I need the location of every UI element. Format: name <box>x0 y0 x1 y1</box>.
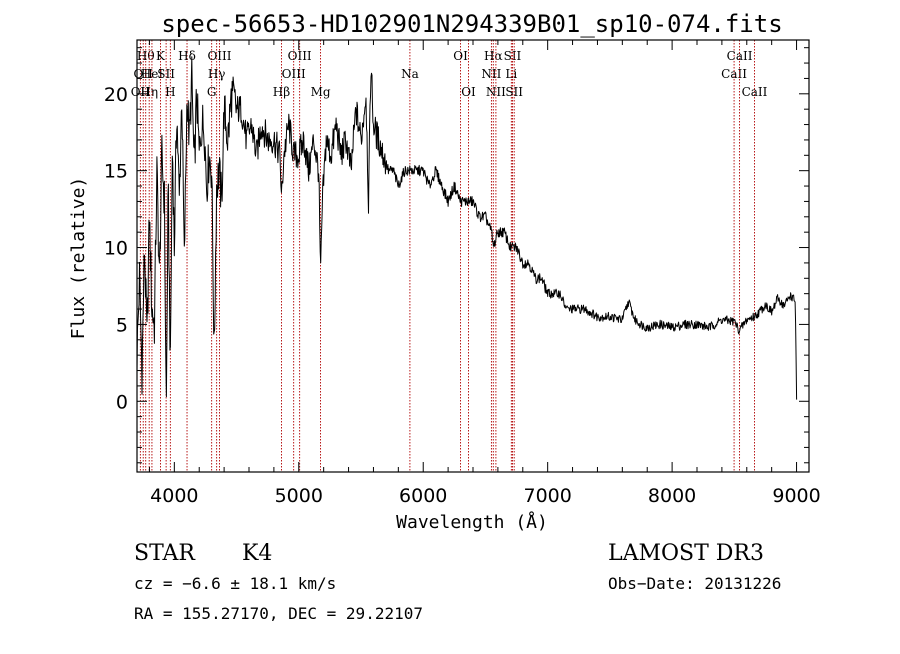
redshift-readout: cz = −6.6 ± 18.1 km/s <box>134 574 336 593</box>
y-tick-label-0: 0 <box>116 391 128 413</box>
line-label-10: Hγ <box>208 67 226 81</box>
x-axis-ticks: 4000 5000 6000 7000 8000 9000 <box>148 40 821 507</box>
line-label-24: SII <box>505 85 523 99</box>
line-label-9: G <box>207 85 217 99</box>
x-tick-label-4: 8000 <box>648 485 696 507</box>
line-label-14: OIII <box>288 49 312 63</box>
line-label-19: NII <box>481 67 501 81</box>
line-label-26: CaII <box>727 49 753 63</box>
y-tick-label-1: 5 <box>116 314 128 336</box>
y-axis-ticks: 0 5 10 15 20 <box>104 47 809 464</box>
line-label-17: OI <box>453 49 468 63</box>
x-tick-label-1: 5000 <box>275 485 323 507</box>
x-tick-label-3: 7000 <box>523 485 571 507</box>
line-label-2: Hθ <box>137 49 155 63</box>
line-label-12: Hβ <box>273 85 290 99</box>
spectral-line-markers: OIIOIIHθHηHeIKSIIHHδGHγOIIIHβOIIIOIIIMgN… <box>131 40 768 472</box>
survey-name: LAMOST DR3 <box>608 541 764 566</box>
x-tick-label-0: 4000 <box>150 485 198 507</box>
line-label-16: Na <box>401 67 419 81</box>
line-label-15: Mg <box>311 85 331 99</box>
object-class: STAR <box>134 541 196 566</box>
line-label-18: OI <box>461 85 476 99</box>
line-label-4: HeI <box>141 67 164 81</box>
line-label-8: Hδ <box>178 49 196 63</box>
line-label-22: Li <box>505 67 517 81</box>
line-label-7: H <box>165 85 175 99</box>
flux-series <box>136 56 798 400</box>
observation-date: Obs−Date: 20131226 <box>608 574 781 593</box>
line-label-11: OIII <box>207 49 231 63</box>
coordinates-readout: RA = 155.27170, DEC = 29.22107 <box>134 604 423 623</box>
flux-line <box>136 56 798 400</box>
line-label-25: CaII <box>721 67 747 81</box>
y-tick-label-2: 10 <box>104 238 128 260</box>
line-label-5: K <box>156 49 166 63</box>
line-label-21: NII <box>486 85 506 99</box>
line-label-13: OIII <box>282 67 306 81</box>
y-tick-label-4: 20 <box>104 84 128 106</box>
chart-title: spec-56653-HD102901N294339B01_sp10-074.f… <box>161 10 782 38</box>
y-tick-label-3: 15 <box>104 161 128 183</box>
object-subclass: K4 <box>242 541 272 566</box>
line-label-6: SII <box>157 67 175 81</box>
y-axis-label: Flux (relative) <box>68 177 89 340</box>
line-label-1: OII <box>134 67 154 81</box>
line-label-23: SII <box>504 49 522 63</box>
line-label-3: Hη <box>140 85 158 99</box>
x-tick-label-2: 6000 <box>399 485 447 507</box>
line-label-20: Hα <box>484 49 503 63</box>
x-tick-label-5: 9000 <box>772 485 820 507</box>
line-label-27: CaII <box>742 85 768 99</box>
x-axis-label: Wavelength (Å) <box>396 511 548 533</box>
